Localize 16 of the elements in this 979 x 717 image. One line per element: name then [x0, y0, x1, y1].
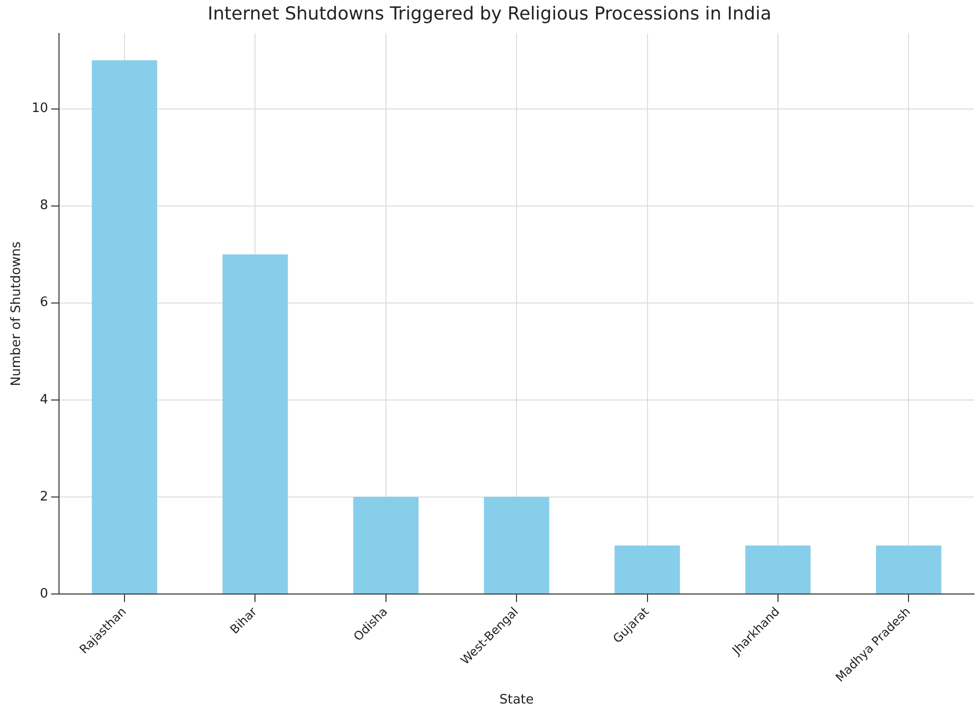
y-axis-title: Number of Shutdowns	[9, 241, 24, 386]
y-tick-label: 4	[40, 392, 48, 408]
y-tick-label: 10	[32, 101, 48, 116]
y-tick-label: 6	[40, 295, 48, 310]
y-tick-label: 0	[40, 586, 48, 602]
bar	[745, 545, 811, 594]
y-tick-label: 2	[40, 489, 48, 504]
bar	[222, 254, 288, 594]
bar	[484, 496, 550, 594]
chart-title: Internet Shutdowns Triggered by Religious Processions in India	[208, 3, 772, 24]
x-axis-title: State	[499, 692, 534, 708]
y-tick-label: 8	[40, 198, 48, 214]
bar	[353, 496, 419, 594]
bar	[614, 545, 680, 594]
bar	[92, 60, 158, 594]
bar	[876, 545, 942, 594]
